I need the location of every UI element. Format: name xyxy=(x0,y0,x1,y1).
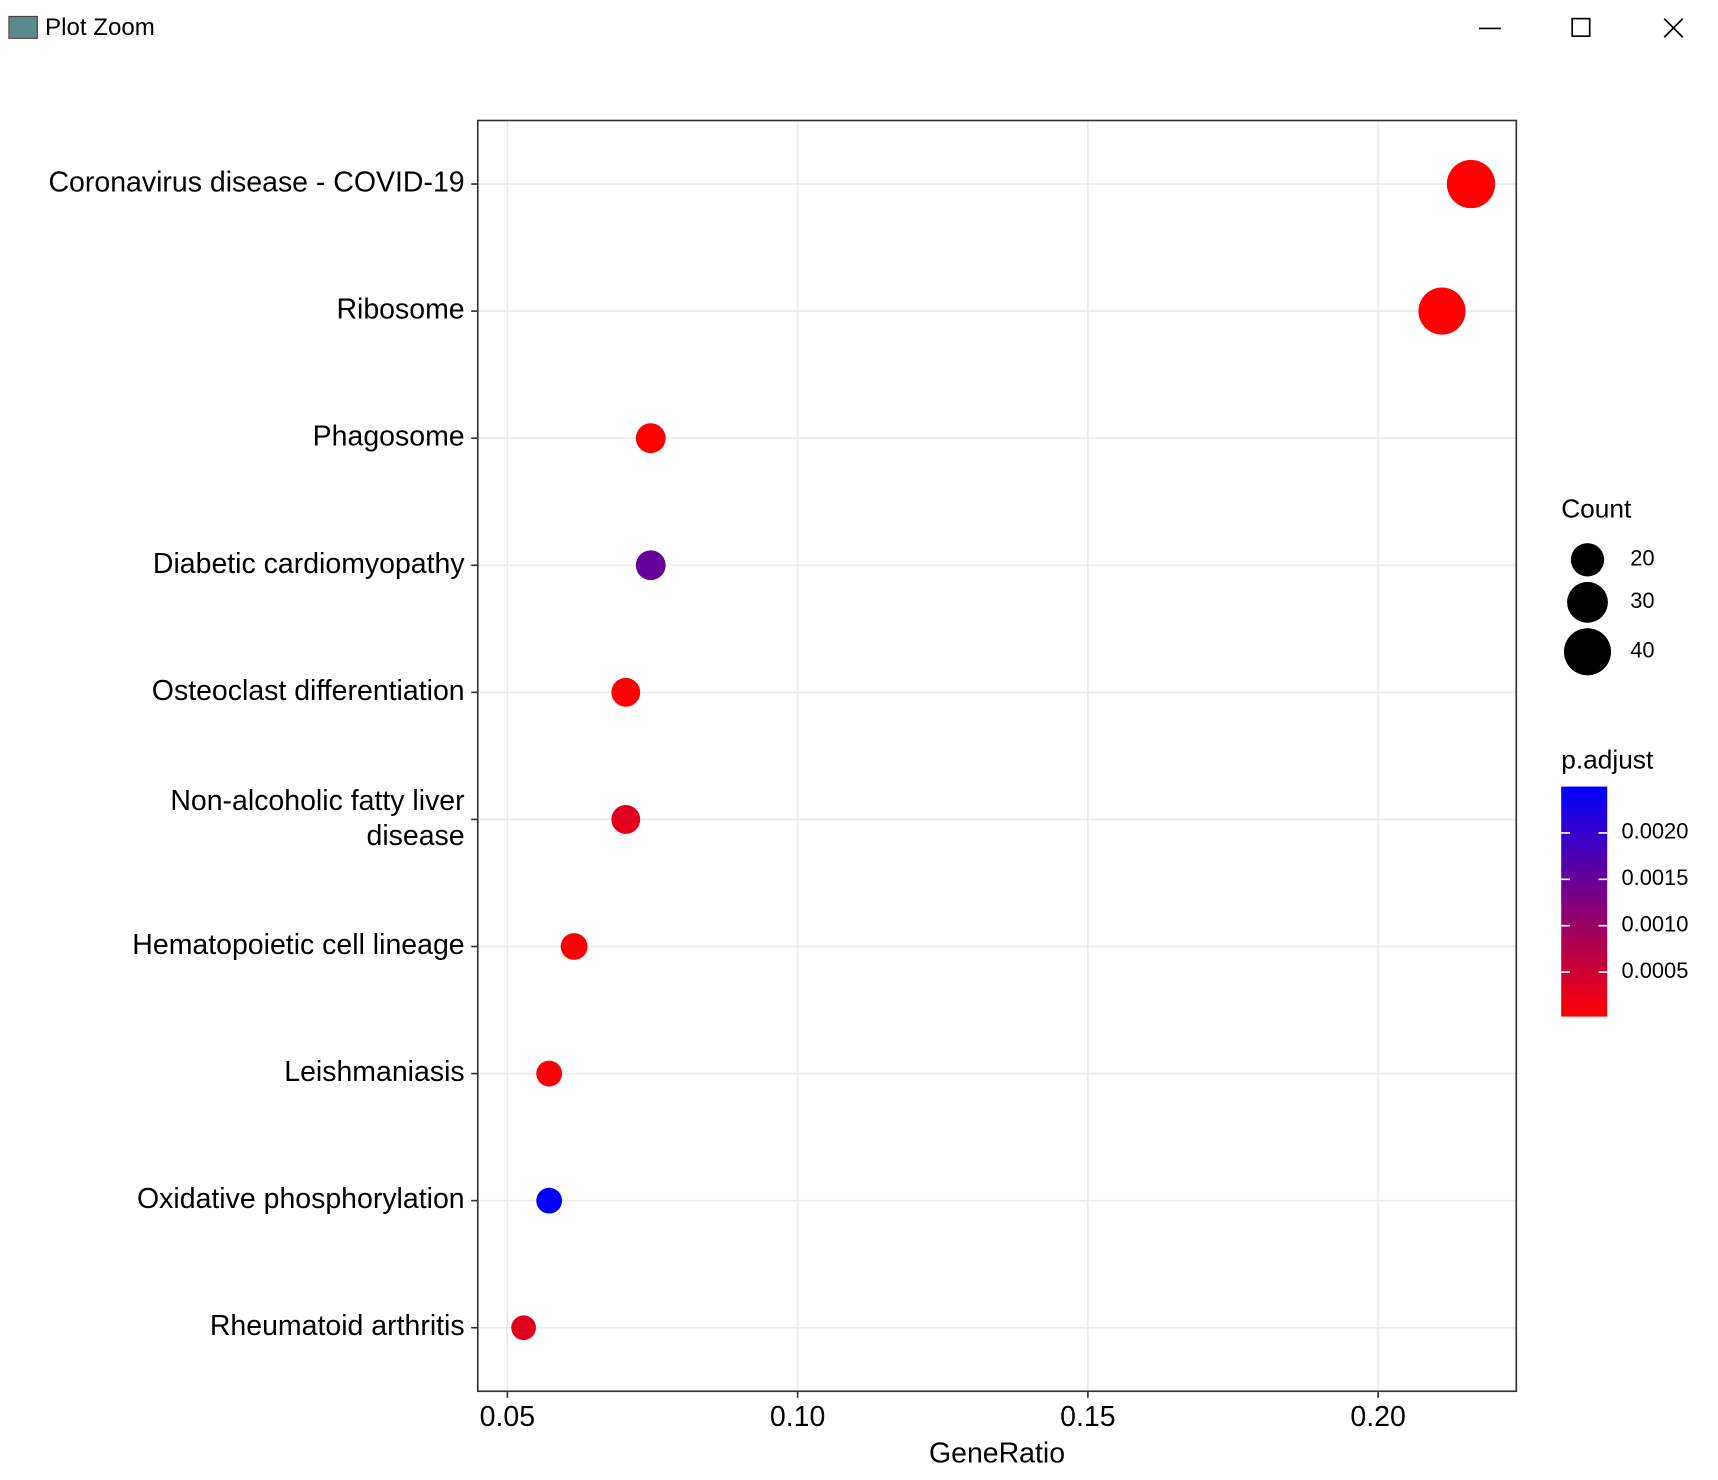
close-button[interactable] xyxy=(1645,5,1701,50)
x-axis-label: GeneRatio xyxy=(929,1437,1065,1469)
dot xyxy=(1418,287,1466,335)
dot xyxy=(536,1060,563,1087)
dot xyxy=(635,423,666,454)
color-legend-label: 0.0020 xyxy=(1621,819,1688,844)
size-legend-title: Count xyxy=(1561,493,1632,523)
y-tick-label: Osteoclast differentiation xyxy=(152,675,465,707)
y-tick-label: Coronavirus disease - COVID-19 xyxy=(49,167,465,199)
dot xyxy=(560,933,588,960)
dot xyxy=(635,550,666,581)
x-tick-label: 0.20 xyxy=(1350,1401,1405,1433)
color-legend-label: 0.0010 xyxy=(1621,911,1688,936)
dot xyxy=(611,677,641,707)
dot xyxy=(1446,159,1496,209)
size-legend-label: 20 xyxy=(1630,546,1654,571)
maximize-button[interactable] xyxy=(1553,5,1609,50)
dot xyxy=(611,804,641,834)
size-legend-key xyxy=(1563,628,1612,676)
y-tick-label: Leishmaniasis xyxy=(284,1056,464,1088)
color-legend-label: 0.0015 xyxy=(1621,865,1688,890)
size-legend-key xyxy=(1570,543,1605,577)
dot xyxy=(536,1187,563,1214)
window-title: Plot Zoom xyxy=(45,14,155,41)
plot-panel xyxy=(476,119,1518,1393)
color-legend-label: 0.0005 xyxy=(1621,958,1688,983)
y-tick-label: Rheumatoid arthritis xyxy=(210,1310,465,1342)
app-icon xyxy=(8,15,38,39)
size-legend-key xyxy=(1567,581,1608,623)
x-tick-label: 0.15 xyxy=(1060,1401,1115,1433)
color-legend-title: p.adjust xyxy=(1561,744,1654,774)
y-tick-label: Non-alcoholic fatty liver disease xyxy=(170,784,464,851)
dot xyxy=(511,1315,536,1341)
y-tick-label: Oxidative phosphorylation xyxy=(137,1183,465,1215)
y-tick-label: Ribosome xyxy=(336,294,464,326)
size-legend-label: 40 xyxy=(1630,638,1654,663)
title-bar: Plot Zoom xyxy=(8,5,1701,50)
x-tick-label: 0.10 xyxy=(770,1401,825,1433)
y-tick-label: Phagosome xyxy=(313,421,465,453)
x-tick-label: 0.05 xyxy=(480,1401,535,1433)
size-legend-label: 30 xyxy=(1630,588,1654,613)
y-tick-label: Diabetic cardiomyopathy xyxy=(153,548,465,580)
color-bar xyxy=(1561,786,1608,1017)
y-tick-label: Hematopoietic cell lineage xyxy=(132,929,464,961)
minimize-button[interactable] xyxy=(1462,5,1518,50)
